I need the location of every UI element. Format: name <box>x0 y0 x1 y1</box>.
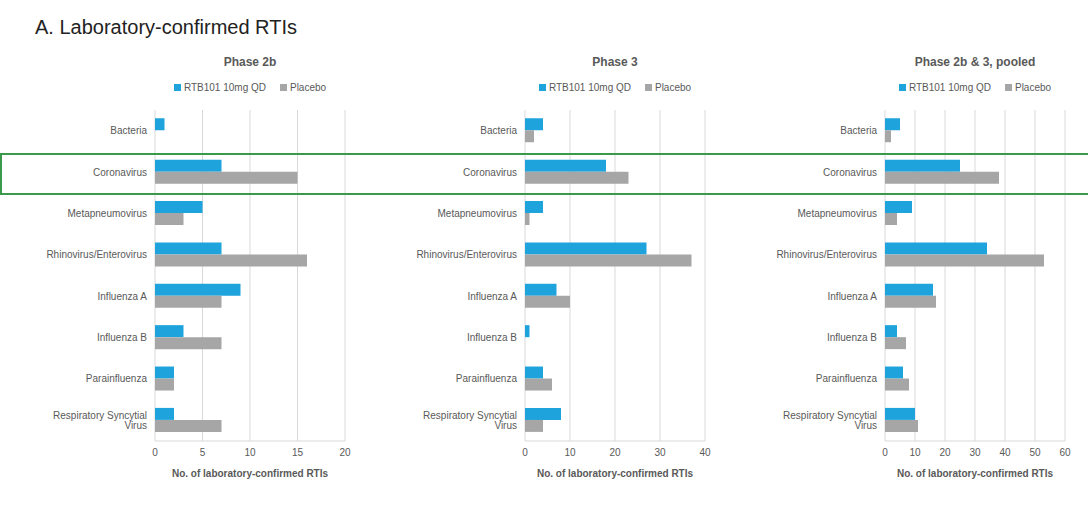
svg-text:Metapneumovirus: Metapneumovirus <box>68 208 147 219</box>
html-text:RTB101 10mg QD: RTB101 10mg QD <box>183 82 266 93</box>
svg-text:Rhinovirus/Enterovirus: Rhinovirus/Enterovirus <box>46 249 147 260</box>
html-text:A. Laboratory-confirmed RTIs: A. Laboratory-confirmed RTIs <box>35 16 297 38</box>
svg-text:Influenza A: Influenza A <box>828 291 878 302</box>
svg-text:0: 0 <box>882 447 888 458</box>
svg-text:30: 30 <box>654 447 666 458</box>
svg-text:Parainfluenza: Parainfluenza <box>816 373 878 384</box>
svg-text:Influenza B: Influenza B <box>827 332 877 343</box>
svg-text:5: 5 <box>200 447 206 458</box>
svg-text:50: 50 <box>1029 447 1041 458</box>
svg-text:Metapneumovirus: Metapneumovirus <box>438 208 517 219</box>
svg-text:10: 10 <box>909 447 921 458</box>
html-text:Phase 2b: Phase 2b <box>223 55 277 69</box>
html-text:Placebo: Placebo <box>655 82 692 93</box>
svg-text:20: 20 <box>939 447 951 458</box>
svg-text:Bacteria: Bacteria <box>480 125 517 136</box>
html-text:Phase 2b & 3, pooled: Phase 2b & 3, pooled <box>914 55 1036 69</box>
svg-text:40: 40 <box>999 447 1011 458</box>
svg-text:Bacteria: Bacteria <box>110 125 147 136</box>
svg-text:0: 0 <box>522 447 528 458</box>
svg-text:10: 10 <box>564 447 576 458</box>
svg-text:Respiratory SyncytialVirus: Respiratory SyncytialVirus <box>783 410 877 431</box>
svg-text:Coronavirus: Coronavirus <box>93 167 147 178</box>
svg-text:Parainfluenza: Parainfluenza <box>456 373 518 384</box>
html-text:Placebo: Placebo <box>290 82 327 93</box>
svg-text:10: 10 <box>244 447 256 458</box>
svg-text:Coronavirus: Coronavirus <box>463 167 517 178</box>
html-text:Phase 3: Phase 3 <box>592 55 638 69</box>
svg-text:Respiratory SyncytialVirus: Respiratory SyncytialVirus <box>423 410 517 431</box>
svg-text:No. of laboratory-confirmed RT: No. of laboratory-confirmed RTIs <box>537 468 694 479</box>
html-text:RTB101 10mg QD: RTB101 10mg QD <box>908 82 991 93</box>
svg-text:No. of laboratory-confirmed RT: No. of laboratory-confirmed RTIs <box>897 468 1054 479</box>
svg-text:20: 20 <box>339 447 351 458</box>
svg-text:Influenza B: Influenza B <box>467 332 517 343</box>
svg-text:No. of laboratory-confirmed RT: No. of laboratory-confirmed RTIs <box>172 468 329 479</box>
svg-text:Rhinovirus/Enterovirus: Rhinovirus/Enterovirus <box>416 249 517 260</box>
svg-text:Rhinovirus/Enterovirus: Rhinovirus/Enterovirus <box>776 249 877 260</box>
svg-text:Influenza A: Influenza A <box>468 291 518 302</box>
svg-text:Influenza A: Influenza A <box>98 291 148 302</box>
svg-text:Coronavirus: Coronavirus <box>823 167 877 178</box>
svg-text:Parainfluenza: Parainfluenza <box>86 373 148 384</box>
svg-text:60: 60 <box>1059 447 1071 458</box>
svg-text:Influenza B: Influenza B <box>97 332 147 343</box>
svg-text:Bacteria: Bacteria <box>840 125 877 136</box>
html-text:Placebo: Placebo <box>1015 82 1052 93</box>
svg-text:15: 15 <box>292 447 304 458</box>
svg-text:30: 30 <box>969 447 981 458</box>
svg-text:20: 20 <box>609 447 621 458</box>
svg-text:Respiratory SyncytialVirus: Respiratory SyncytialVirus <box>53 410 147 431</box>
html-text:RTB101 10mg QD: RTB101 10mg QD <box>548 82 631 93</box>
svg-text:0: 0 <box>152 447 158 458</box>
svg-text:Metapneumovirus: Metapneumovirus <box>798 208 877 219</box>
svg-text:40: 40 <box>699 447 711 458</box>
